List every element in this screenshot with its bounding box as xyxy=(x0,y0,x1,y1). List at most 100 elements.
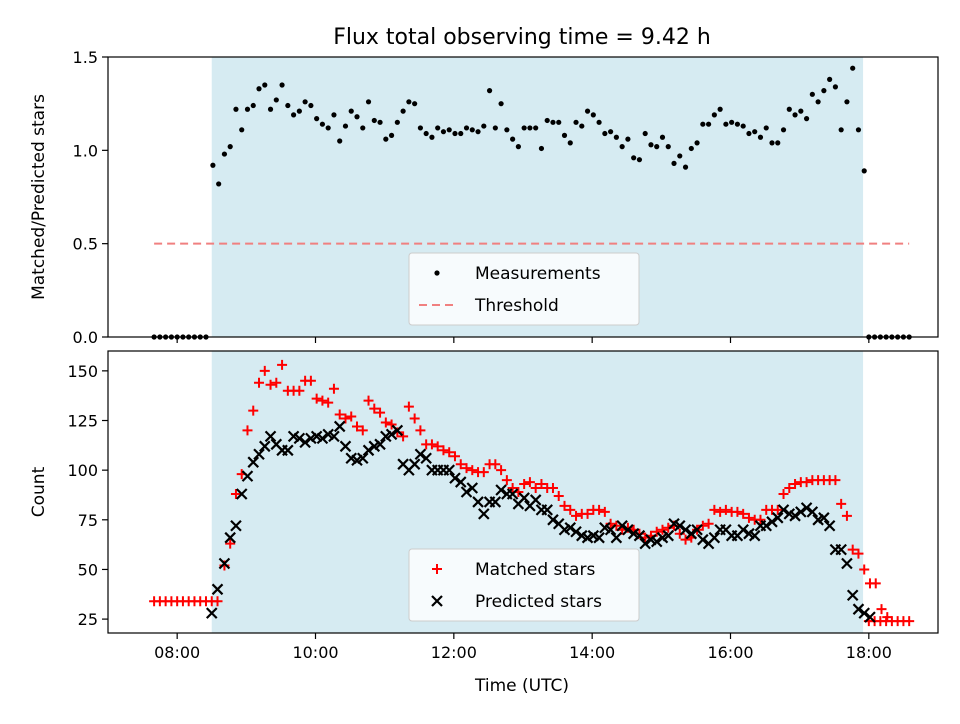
matched-star-point xyxy=(432,441,443,452)
ratio-x-axis xyxy=(176,337,870,343)
measurement-point xyxy=(515,144,521,150)
predicted-star-point xyxy=(420,452,432,465)
matched-star-point xyxy=(496,465,507,476)
measurement-point xyxy=(233,106,239,112)
predicted-star-point xyxy=(800,502,813,514)
matched-star-point xyxy=(536,479,547,490)
measurement-point xyxy=(757,134,764,140)
matched-star-point xyxy=(524,477,535,488)
matched-star-point xyxy=(225,538,236,549)
measurement-point xyxy=(636,157,643,163)
measurement-point xyxy=(798,108,804,114)
legend-label: Threshold xyxy=(474,296,559,316)
measurement-point xyxy=(844,99,850,105)
predicted-star-point xyxy=(650,535,663,548)
predicted-star-point xyxy=(466,482,479,494)
predicted-star-point xyxy=(748,529,761,542)
measurement-point xyxy=(342,123,349,129)
measurement-point xyxy=(682,164,689,170)
predicted-star-point xyxy=(293,432,306,445)
matched-star-point xyxy=(507,483,518,494)
measurement-point xyxy=(412,101,418,107)
predicted-star-point xyxy=(610,531,623,544)
count-axes-frame xyxy=(107,350,939,634)
ratio-y-label: Matched/Predicted stars xyxy=(29,94,49,300)
predicted-star-point xyxy=(299,436,311,449)
measurement-point xyxy=(573,119,579,125)
measurement-point xyxy=(740,123,746,129)
predicted-star-point xyxy=(691,523,703,536)
measurement-point xyxy=(815,99,821,105)
measurement-point xyxy=(221,151,228,157)
matched-star-point xyxy=(801,477,812,488)
measurement-point xyxy=(429,134,435,140)
matched-star-point xyxy=(870,578,881,589)
predicted-star-point xyxy=(443,464,455,476)
measurement-point xyxy=(705,121,712,127)
matched-star-point xyxy=(380,417,391,428)
matched-star-point xyxy=(720,504,731,515)
measurement-point xyxy=(498,101,504,107)
measurement-point xyxy=(452,130,458,137)
predicted-star-point xyxy=(235,488,248,500)
matched-star-point xyxy=(334,409,345,420)
measurement-point xyxy=(596,119,602,125)
legend-marker xyxy=(432,564,442,574)
chart-title: Flux total observing time = 9.42 h xyxy=(333,25,711,50)
matched-star-point xyxy=(254,377,265,388)
measurement-point xyxy=(279,82,285,88)
predicted-star-point xyxy=(224,531,236,544)
x-axis-label: Time (UTC) xyxy=(474,676,569,696)
y-tick-label: 75 xyxy=(78,511,98,530)
measurement-point xyxy=(469,127,475,133)
matched-star-point xyxy=(311,393,322,404)
predicted-star-point xyxy=(593,531,605,544)
predicted-star-point xyxy=(806,506,819,518)
measurement-point xyxy=(567,140,573,146)
matched-star-point xyxy=(426,439,437,450)
measurement-point xyxy=(527,125,533,131)
matched-star-point xyxy=(277,359,288,370)
measurement-point xyxy=(711,112,717,118)
measurement-point xyxy=(561,132,568,138)
measurement-point xyxy=(365,99,372,105)
matched-star-point xyxy=(415,425,426,436)
predicted-star-point xyxy=(218,557,231,570)
measurement-point xyxy=(492,125,498,131)
measurement-point xyxy=(613,134,619,140)
legend-label: Matched stars xyxy=(475,560,595,580)
count-y-label: Count xyxy=(29,466,49,517)
measurement-point xyxy=(267,106,274,112)
matched-star-point xyxy=(841,510,852,521)
measurement-point xyxy=(746,130,752,137)
predicted-star-point xyxy=(489,496,502,508)
measurement-point xyxy=(584,108,591,114)
matched-star-point xyxy=(847,544,858,555)
measurement-point xyxy=(371,117,377,124)
measurement-point xyxy=(417,125,424,131)
measurement-point xyxy=(348,108,354,114)
measurement-point xyxy=(556,119,562,125)
measurement-point xyxy=(314,116,320,122)
matched-star-point xyxy=(830,475,841,486)
predicted-star-point xyxy=(408,458,421,470)
matched-star-point xyxy=(743,512,754,523)
measurement-point xyxy=(729,119,735,125)
ratio-legend: Measurements Threshold xyxy=(408,252,640,326)
matched-star-point xyxy=(680,534,691,545)
measurement-point xyxy=(809,91,815,97)
matched-star-point xyxy=(403,401,414,412)
matched-star-point xyxy=(732,506,743,517)
measurement-point xyxy=(383,136,389,142)
predicted-star-point xyxy=(777,504,790,516)
measurement-point xyxy=(538,145,545,152)
predicted-star-point xyxy=(852,603,865,615)
ratio-panel: 0.0 0.5 1.0 1.5 Matched/Predicted stars Mea… xyxy=(29,48,939,347)
matched-star-point xyxy=(369,403,380,414)
matched-star-point xyxy=(778,488,789,499)
predicted-star-point xyxy=(547,514,559,526)
measurement-point xyxy=(827,76,833,82)
count-legend: Matched stars Predicted stars xyxy=(408,548,640,622)
measurement-point xyxy=(602,130,608,137)
y-tick-label: 1.5 xyxy=(73,48,98,67)
